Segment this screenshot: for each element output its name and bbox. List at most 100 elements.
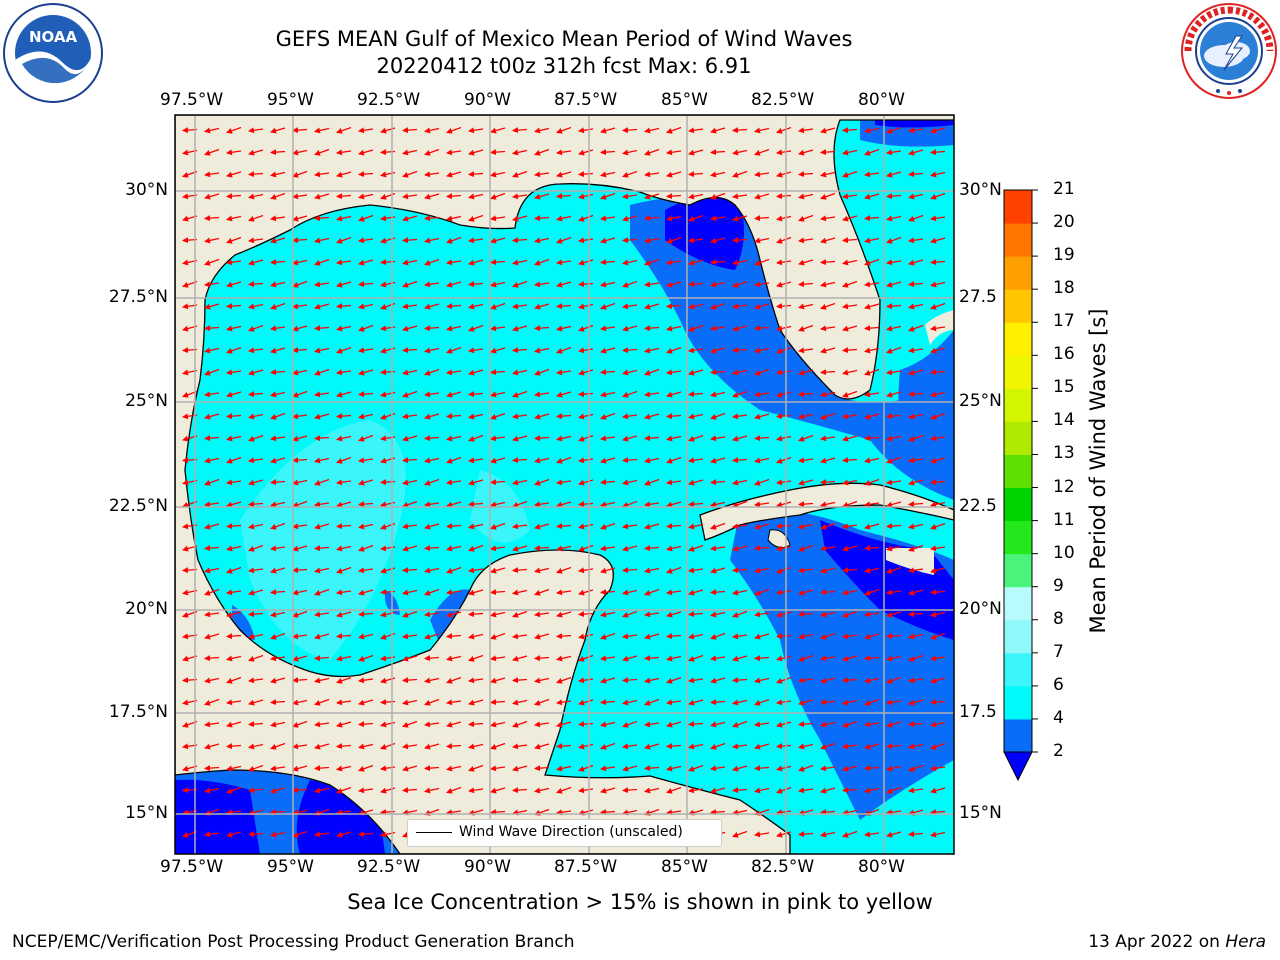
wind-wave-arrow [908,259,924,266]
wind-wave-arrow [732,523,748,530]
wind-wave-arrow [644,721,660,728]
wind-wave-arrow [512,435,528,442]
wind-wave-arrow [776,171,792,178]
wind-wave-arrow [732,743,748,750]
wind-wave-arrow [424,303,440,310]
wind-wave-arrow [600,611,616,618]
wind-wave-arrow [842,720,858,728]
wind-wave-arrow [314,831,330,838]
wind-wave-arrow [864,698,880,706]
wind-wave-arrow [798,149,814,156]
wind-wave-arrow [644,523,660,530]
wind-wave-arrow [578,721,594,728]
wind-wave-arrow [820,699,836,706]
wind-wave-arrow [710,127,726,134]
wind-wave-arrow [446,325,462,332]
wind-wave-arrow [292,787,308,794]
wind-wave-arrow [204,765,220,772]
wind-wave-arrow [468,721,484,728]
wind-wave-arrow [622,413,638,420]
wind-wave-arrow [644,413,660,420]
wind-wave-arrow [512,699,528,706]
wind-wave-arrow [666,259,682,266]
wind-wave-arrow [864,523,880,530]
wind-wave-arrow [402,303,418,310]
wind-wave-arrow [622,787,638,794]
wind-wave-arrow [908,501,924,508]
wind-wave-arrow [930,809,946,816]
wind-wave-arrow [622,325,638,332]
wind-wave-arrow [468,479,484,486]
wind-wave-arrow [270,611,286,618]
wind-wave-arrow [666,589,682,596]
wind-wave-arrow [490,435,506,442]
wind-wave-arrow [732,303,748,310]
wind-wave-arrow [732,545,748,552]
wind-wave-arrow [468,413,484,420]
wind-wave-arrow [314,655,330,662]
wind-wave-arrow [446,149,462,156]
wind-wave-arrow [578,654,594,662]
wind-wave-arrow [248,787,264,794]
wind-wave-arrow [358,479,374,486]
wind-wave-arrow [424,588,440,596]
wind-wave-arrow [204,193,220,200]
wind-wave-arrow [226,743,242,750]
wind-wave-arrow [424,215,440,222]
wind-wave-arrow [248,654,264,662]
wind-wave-arrow [270,302,286,310]
wind-wave-arrow [424,391,440,398]
wind-wave-arrow [534,391,550,398]
wind-wave-arrow [292,765,308,772]
wind-wave-arrow [534,325,550,332]
wind-wave-arrow [446,303,462,310]
wind-wave-arrow [886,699,902,706]
wind-wave-arrow [754,413,770,420]
wind-wave-arrow [534,677,550,684]
wind-wave-arrow [358,237,374,244]
wind-wave-arrow [248,479,264,486]
wind-wave-arrow [226,413,242,420]
wind-wave-arrow [270,522,286,530]
colorbar-segment [1004,487,1032,522]
lon-tick-bottom: 82.5°W [751,857,815,877]
colorbar-tick-label: 18 [1053,278,1075,299]
wind-wave-arrow [534,457,550,464]
wind-wave-arrow [336,281,352,288]
wind-wave-arrow [710,435,726,442]
wind-wave-arrow [468,457,484,464]
wind-wave-arrow [622,545,638,552]
wind-wave-arrow [336,655,352,662]
wind-wave-arrow [776,369,792,376]
wind-wave-arrow [732,170,748,178]
wind-wave-arrow [688,214,704,222]
colorbar-segment [1004,289,1032,323]
lon-tick-top: 87.5°W [554,90,618,110]
wind-wave-arrow [644,457,660,464]
wind-wave-arrow [556,391,572,398]
wind-wave-arrow [644,148,660,156]
wind-wave-arrow [644,611,660,618]
wind-wave-arrow [446,743,462,750]
wind-wave-arrow [270,765,286,772]
wind-wave-arrow [424,677,440,684]
wind-wave-arrow [864,127,880,134]
wind-wave-arrow [534,171,550,178]
wind-wave-arrow [600,325,616,332]
wind-wave-arrow [270,479,286,486]
wind-wave-arrow [556,236,572,244]
wind-wave-arrow [248,127,264,134]
wind-wave-arrow [534,193,550,200]
wind-wave-arrow [292,193,308,200]
wind-wave-arrow [886,831,902,838]
wind-wave-arrow [710,215,726,222]
wind-wave-arrow [864,413,880,420]
wind-wave-arrow [930,259,946,266]
wind-wave-arrow [710,567,726,574]
wind-wave-arrow [842,479,858,486]
wind-wave-arrow [336,699,352,706]
wind-wave-arrow [248,743,264,750]
wind-wave-arrow [292,413,308,420]
wind-wave-arrow [204,215,220,222]
wind-wave-arrow [578,237,594,244]
